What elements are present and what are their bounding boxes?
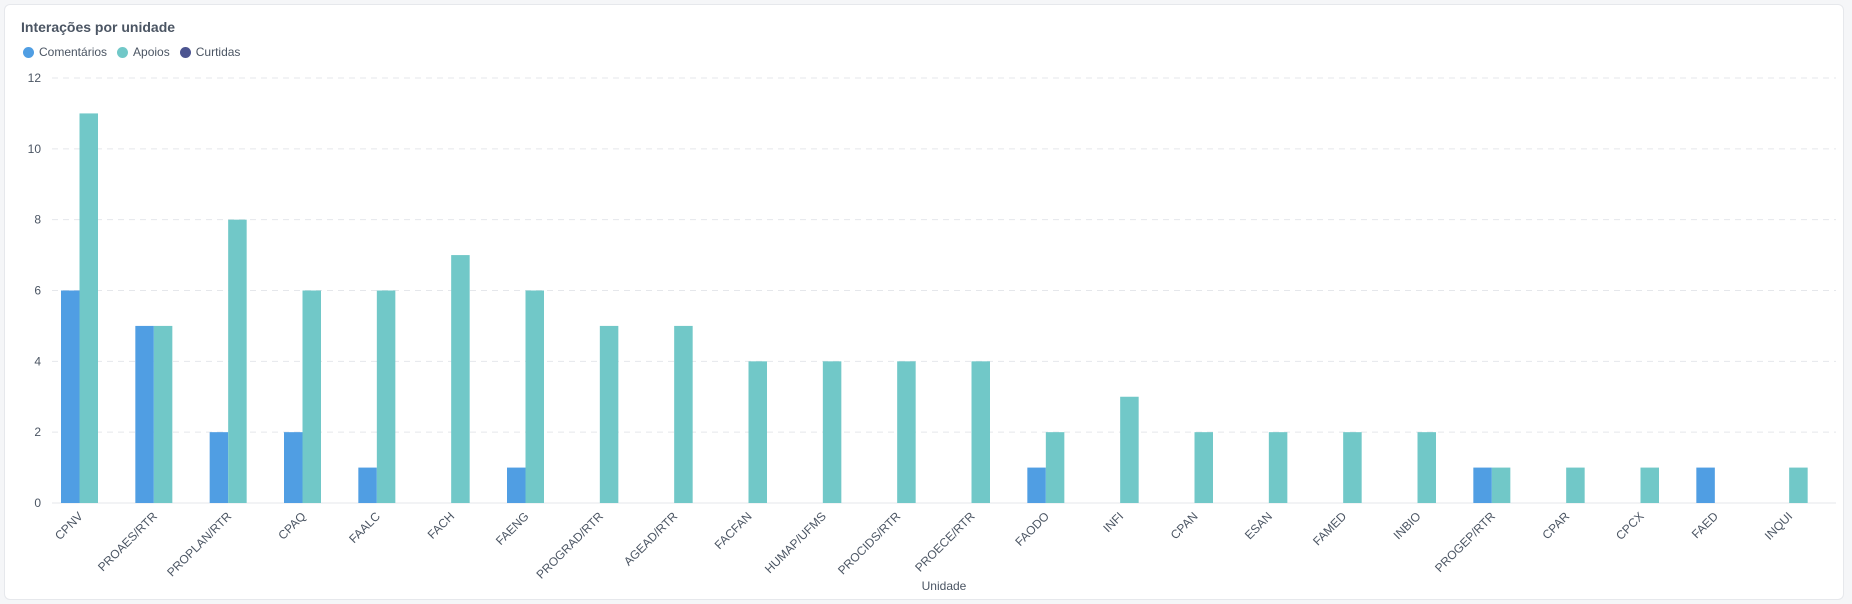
y-tick-label: 12 [28,71,42,85]
bar-comentrios-22 [1696,467,1715,503]
bar-apoios-5 [451,255,470,503]
x-tick-label: CPNV [52,509,85,542]
bar-apoios-15 [1194,432,1213,503]
x-tick-label: CPAN [1168,509,1201,542]
x-tick-label: AGEAD/RTR [621,509,680,568]
bar-apoios-23 [1789,467,1808,503]
bar-apoios-16 [1268,432,1288,503]
bar-apoios-9 [748,361,767,503]
bar-apoios-7 [599,325,619,503]
y-tick-label: 2 [34,425,41,439]
bar-comentrios-4 [358,467,377,503]
x-tick-label: ESAN [1242,509,1275,542]
bar-apoios-17 [1343,432,1362,503]
legend-label-comentarios: Comentários [39,45,108,59]
y-tick-label: 8 [34,213,41,227]
bar-apoios-12 [971,361,990,503]
x-tick-label: PROGEP/RTR [1432,509,1498,575]
x-tick-label: INFI [1100,509,1126,535]
x-tick-label: INBIO [1391,509,1424,542]
bar-apoios-10 [822,361,842,503]
bar-apoios-3 [302,290,321,503]
x-tick-label: FAED [1689,509,1721,541]
x-tick-label: CPAR [1539,509,1572,542]
chart-title: Interações por unidade [21,19,176,35]
bar-comentrios-6 [507,467,526,503]
x-tick-label: INQUI [1762,509,1795,542]
bar-apoios-2 [228,219,247,503]
x-tick-label: HUMAP/UFMS [762,509,829,576]
x-tick-label: PROCIDS/RTR [835,509,903,577]
legend-label-curtidas: Curtidas [195,45,241,59]
bar-apoios-13 [1045,432,1065,503]
x-tick-label: PROAES/RTR [95,509,160,574]
legend: Comentários Apoios Curtidas [23,45,240,59]
legend-item-curtidas[interactable]: Curtidas [179,45,241,59]
y-tick-label: 6 [34,284,41,298]
bar-comentrios-1 [135,325,154,503]
bar-apoios-19 [1491,467,1511,503]
x-tick-label: PROPLAN/RTR [164,509,234,579]
bar-apoios-21 [1640,467,1659,503]
bar-apoios-11 [897,361,916,503]
x-tick-label: FAMED [1310,509,1349,548]
legend-swatch-comentarios [23,46,34,58]
bar-apoios-14 [1120,396,1139,503]
legend-item-apoios[interactable]: Apoios [117,45,170,59]
x-tick-label: FACH [425,509,458,542]
bar-apoios-8 [674,325,693,503]
bar-apoios-6 [525,290,544,503]
x-tick-label: CPCX [1613,509,1646,542]
y-tick-label: 10 [28,142,42,156]
y-tick-label: 0 [34,496,41,510]
x-tick-label: CPAQ [275,509,308,542]
bar-apoios-20 [1566,467,1585,503]
x-tick-label: FAODO [1012,509,1052,549]
bar-comentrios-2 [209,432,229,503]
x-axis-title: Unidade [922,579,967,593]
x-tick-label: FAALC [346,509,383,546]
y-tick-label: 4 [34,354,41,368]
legend-swatch-apoios [117,46,129,58]
bar-apoios-4 [376,290,396,503]
x-tick-label: FACFAN [712,509,755,552]
legend-item-comentarios[interactable]: Comentários [23,45,107,59]
legend-swatch-curtidas [179,46,191,58]
bar-comentrios-13 [1027,467,1046,503]
bar-comentrios-19 [1473,467,1492,503]
bar-apoios-1 [153,325,173,503]
bar-apoios-0 [79,113,98,504]
legend-label-apoios: Apoios [133,45,170,59]
x-tick-label: FAENG [493,509,532,548]
bar-comentrios-3 [284,432,303,503]
bar-apoios-18 [1417,432,1436,503]
x-tick-label: PROECE/RTR [912,509,978,575]
bar-comentrios-0 [61,290,80,503]
x-tick-label: PROGRAD/RTR [534,509,607,582]
